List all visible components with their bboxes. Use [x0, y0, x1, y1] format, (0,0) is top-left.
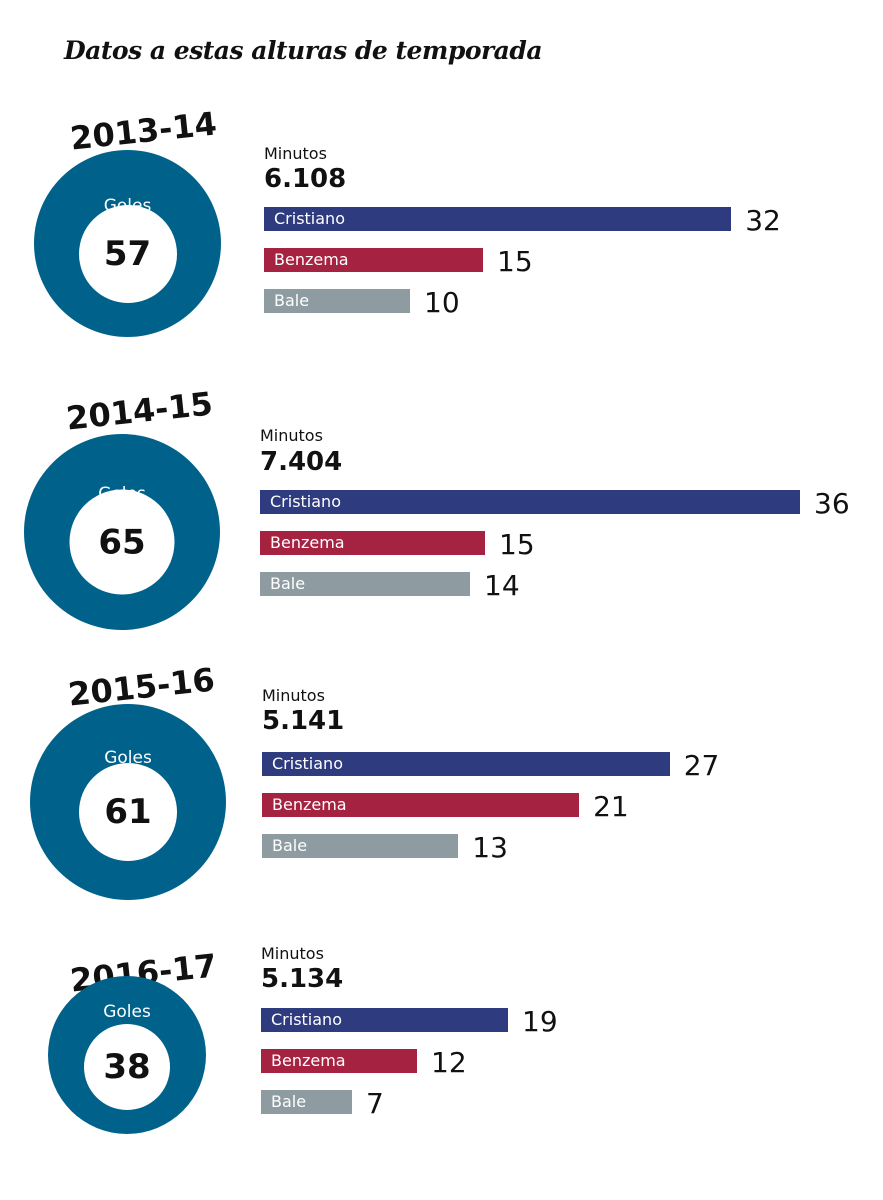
bar-value: 21 — [593, 790, 629, 823]
bar-label: Bale — [270, 574, 306, 593]
bar-bale: Bale — [261, 1090, 352, 1114]
bar-label: Benzema — [270, 533, 345, 552]
minutes-value: 5.141 — [262, 706, 345, 736]
goals-value: 38 — [103, 1047, 151, 1087]
donut-center: 61 — [79, 763, 177, 861]
bar-value: 36 — [814, 487, 850, 520]
bar-value: 10 — [424, 286, 460, 319]
bar-cristiano: Cristiano — [262, 752, 670, 776]
bar-bale: Bale — [260, 572, 470, 596]
bar-cristiano: Cristiano — [260, 490, 800, 514]
bar-value: 19 — [522, 1005, 558, 1038]
bar-value: 15 — [499, 528, 535, 561]
goals-donut: Goles57 — [34, 150, 221, 337]
bar-label: Benzema — [272, 795, 347, 814]
minutes-value: 7.404 — [260, 447, 343, 477]
goals-value: 57 — [103, 233, 152, 274]
bar-value: 13 — [472, 831, 508, 864]
minutes-label: Minutos — [262, 686, 325, 705]
bar-label: Benzema — [274, 250, 349, 269]
donut-center: 38 — [84, 1024, 170, 1110]
goals-value: 65 — [98, 522, 146, 562]
goals-value: 61 — [104, 792, 152, 832]
donut-center: 65 — [69, 489, 175, 595]
minutes-value: 6.108 — [264, 164, 347, 194]
goals-donut: Goles65 — [24, 434, 220, 630]
goals-donut: Goles 61 — [30, 704, 226, 900]
bar-label: Cristiano — [274, 209, 345, 228]
bar-cristiano: Cristiano — [261, 1008, 508, 1032]
minutes-label: Minutos — [261, 944, 324, 963]
season-label: 2013-14 — [68, 104, 219, 158]
bar-label: Cristiano — [272, 754, 343, 773]
bar-benzema: Benzema — [262, 793, 580, 817]
minutes-label: Minutos — [260, 426, 323, 445]
minutes-label: Minutos — [264, 144, 327, 163]
bar-cristiano: Cristiano — [264, 207, 732, 231]
bar-value: 7 — [366, 1087, 384, 1120]
bar-benzema: Benzema — [261, 1049, 417, 1073]
bar-value: 14 — [484, 569, 520, 602]
bar-value: 12 — [431, 1046, 467, 1079]
bar-value: 27 — [683, 749, 720, 782]
goals-label: Goles — [104, 748, 152, 768]
bar-label: Bale — [272, 836, 308, 855]
bar-bale: Bale — [264, 289, 410, 313]
bar-label: Cristiano — [271, 1010, 342, 1029]
bar-label: Benzema — [271, 1051, 346, 1070]
bar-benzema: Benzema — [260, 531, 485, 555]
bar-value: 32 — [745, 204, 781, 237]
bar-label: Bale — [271, 1092, 307, 1111]
chart-title: Datos a estas alturas de temporada — [64, 36, 543, 65]
bar-benzema: Benzema — [264, 248, 483, 272]
bar-label: Bale — [274, 291, 310, 310]
goals-label: Goles — [103, 1002, 151, 1022]
season-label: 2014-15 — [64, 384, 215, 438]
donut-center: 57 — [78, 204, 177, 303]
bar-label: Cristiano — [270, 492, 341, 511]
goals-donut: Goles 38 — [48, 976, 206, 1134]
minutes-value: 5.134 — [261, 964, 344, 994]
bar-bale: Bale — [262, 834, 459, 858]
bar-value: 15 — [497, 245, 533, 278]
